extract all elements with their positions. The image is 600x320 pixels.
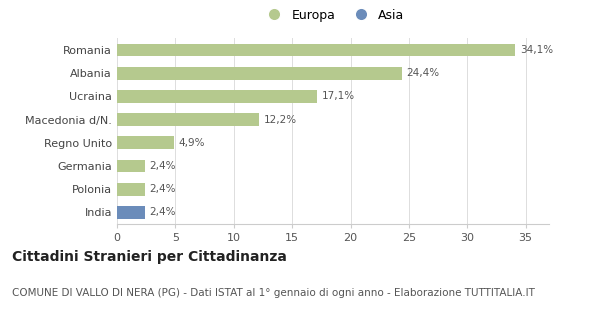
Text: 17,1%: 17,1%	[322, 92, 355, 101]
Text: COMUNE DI VALLO DI NERA (PG) - Dati ISTAT al 1° gennaio di ogni anno - Elaborazi: COMUNE DI VALLO DI NERA (PG) - Dati ISTA…	[12, 288, 535, 298]
Text: 2,4%: 2,4%	[149, 184, 176, 194]
Text: 24,4%: 24,4%	[407, 68, 440, 78]
Bar	[117, 90, 317, 103]
Bar	[117, 136, 174, 149]
Bar	[117, 183, 145, 196]
Text: 2,4%: 2,4%	[149, 161, 176, 171]
Bar	[117, 160, 145, 172]
Bar	[117, 113, 259, 126]
Bar	[117, 67, 402, 80]
Legend: Europa, Asia: Europa, Asia	[257, 4, 409, 27]
Text: Cittadini Stranieri per Cittadinanza: Cittadini Stranieri per Cittadinanza	[12, 250, 287, 264]
Text: 2,4%: 2,4%	[149, 207, 176, 217]
Text: 12,2%: 12,2%	[264, 115, 297, 124]
Bar	[117, 206, 145, 219]
Bar	[117, 44, 515, 56]
Text: 34,1%: 34,1%	[520, 45, 553, 55]
Text: 4,9%: 4,9%	[179, 138, 205, 148]
